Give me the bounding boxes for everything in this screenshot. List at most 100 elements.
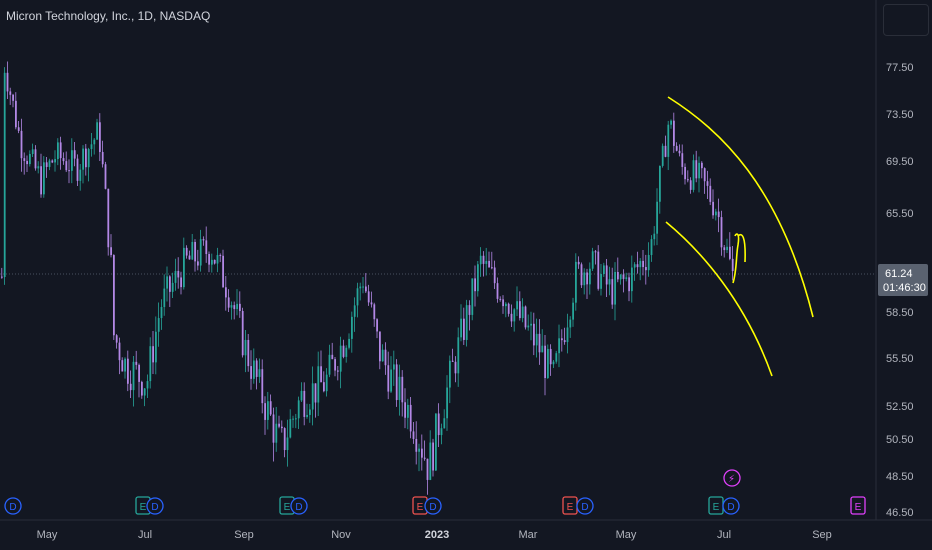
candle-body bbox=[101, 151, 104, 165]
candle-body bbox=[289, 419, 292, 438]
candle-body bbox=[169, 276, 171, 292]
candle-body bbox=[524, 306, 527, 328]
candle-body bbox=[401, 376, 404, 403]
candle-body bbox=[356, 288, 359, 306]
candle-body bbox=[485, 260, 488, 264]
candle-body bbox=[59, 142, 62, 159]
dividend-marker[interactable] bbox=[290, 497, 308, 515]
candle-body bbox=[345, 347, 348, 357]
candle-body bbox=[594, 251, 597, 253]
candle-body bbox=[689, 180, 692, 190]
candle-body bbox=[633, 264, 636, 268]
earnings-future-marker[interactable] bbox=[850, 496, 866, 515]
candle-body bbox=[656, 201, 658, 234]
candle-body bbox=[317, 366, 320, 403]
candle-body bbox=[272, 414, 275, 443]
candle-body bbox=[580, 264, 583, 286]
candle-body bbox=[729, 246, 731, 259]
candle-body bbox=[314, 383, 317, 403]
candle-body bbox=[460, 318, 462, 338]
candle-body bbox=[502, 299, 504, 307]
candle-body bbox=[561, 338, 563, 341]
candle-body bbox=[712, 201, 714, 216]
candle-body bbox=[538, 333, 541, 353]
candle-body bbox=[703, 168, 706, 182]
candle-body bbox=[73, 150, 76, 159]
upper-trend-curve[interactable] bbox=[667, 96, 814, 318]
candle-body bbox=[510, 313, 513, 322]
candle-body bbox=[286, 437, 289, 451]
candle-body bbox=[132, 361, 135, 391]
candle-body bbox=[468, 305, 471, 315]
candle-body bbox=[362, 286, 364, 288]
candle-body bbox=[586, 272, 588, 285]
candle-body bbox=[1, 276, 3, 278]
candle-body bbox=[87, 149, 90, 168]
candle-body bbox=[250, 366, 252, 379]
candle-body bbox=[71, 150, 73, 171]
candle-body bbox=[51, 160, 54, 163]
candle-body bbox=[26, 160, 28, 165]
candle-body bbox=[415, 438, 418, 452]
candle-body bbox=[566, 327, 569, 343]
candle-body bbox=[600, 274, 602, 289]
candle-body bbox=[334, 359, 336, 371]
candle-body bbox=[129, 383, 132, 391]
candle-body bbox=[267, 401, 269, 420]
candle-body bbox=[54, 159, 56, 163]
candle-body bbox=[692, 160, 695, 190]
realtime-event-icon[interactable]: ⚡ bbox=[723, 469, 741, 487]
candle-body bbox=[82, 148, 84, 170]
candle-body bbox=[163, 288, 166, 308]
time-axis[interactable]: May Jul Sep Nov 2023 Mar May Jul Sep bbox=[37, 529, 832, 541]
candle-body bbox=[9, 91, 12, 95]
candle-body bbox=[664, 145, 667, 157]
candle-body bbox=[211, 259, 213, 265]
candle-body bbox=[558, 338, 560, 354]
candle-body bbox=[283, 428, 286, 451]
price-axis[interactable]: 77.50 73.50 69.50 65.50 58.50 55.50 52.50 50.50… bbox=[886, 62, 914, 519]
candle-body bbox=[183, 247, 185, 288]
candle-body bbox=[219, 255, 222, 257]
event-marker-label: E bbox=[417, 502, 424, 513]
candle-body bbox=[104, 164, 107, 189]
candle-body bbox=[516, 301, 518, 310]
dividend-marker[interactable] bbox=[424, 497, 442, 515]
candle-body bbox=[605, 265, 608, 285]
candle-body bbox=[227, 297, 230, 308]
trend-channel-drawing[interactable] bbox=[665, 96, 814, 377]
candle-body bbox=[454, 361, 457, 374]
settings-button[interactable] bbox=[883, 4, 929, 36]
candle-body bbox=[465, 305, 468, 340]
candle-body bbox=[339, 345, 342, 372]
candle-body bbox=[443, 418, 446, 429]
candle-body bbox=[20, 130, 23, 159]
candle-body bbox=[695, 160, 698, 179]
dividend-marker[interactable] bbox=[722, 497, 740, 515]
candle-body bbox=[706, 181, 709, 186]
candle-body bbox=[253, 360, 255, 379]
candle-body bbox=[698, 162, 700, 179]
candle-body bbox=[12, 94, 14, 101]
candle-body bbox=[65, 161, 68, 171]
candle-body bbox=[622, 274, 625, 279]
candle-body bbox=[642, 260, 644, 268]
dividend-marker[interactable] bbox=[146, 497, 164, 515]
candle-body bbox=[493, 267, 496, 284]
candle-body bbox=[583, 272, 586, 286]
dividend-marker[interactable] bbox=[576, 497, 594, 515]
candle-body bbox=[62, 158, 65, 162]
candle-body bbox=[311, 383, 314, 410]
candle-body bbox=[17, 127, 20, 131]
squiggle-annotation[interactable] bbox=[732, 233, 746, 284]
dividend-marker[interactable] bbox=[4, 497, 22, 515]
lower-trend-curve[interactable] bbox=[665, 221, 773, 377]
candle-body bbox=[57, 142, 59, 160]
candle-body bbox=[496, 283, 499, 299]
candle-body bbox=[76, 158, 79, 181]
candle-body bbox=[202, 239, 205, 241]
y-tick-label: 48.50 bbox=[886, 471, 914, 483]
candle-body bbox=[463, 318, 465, 340]
